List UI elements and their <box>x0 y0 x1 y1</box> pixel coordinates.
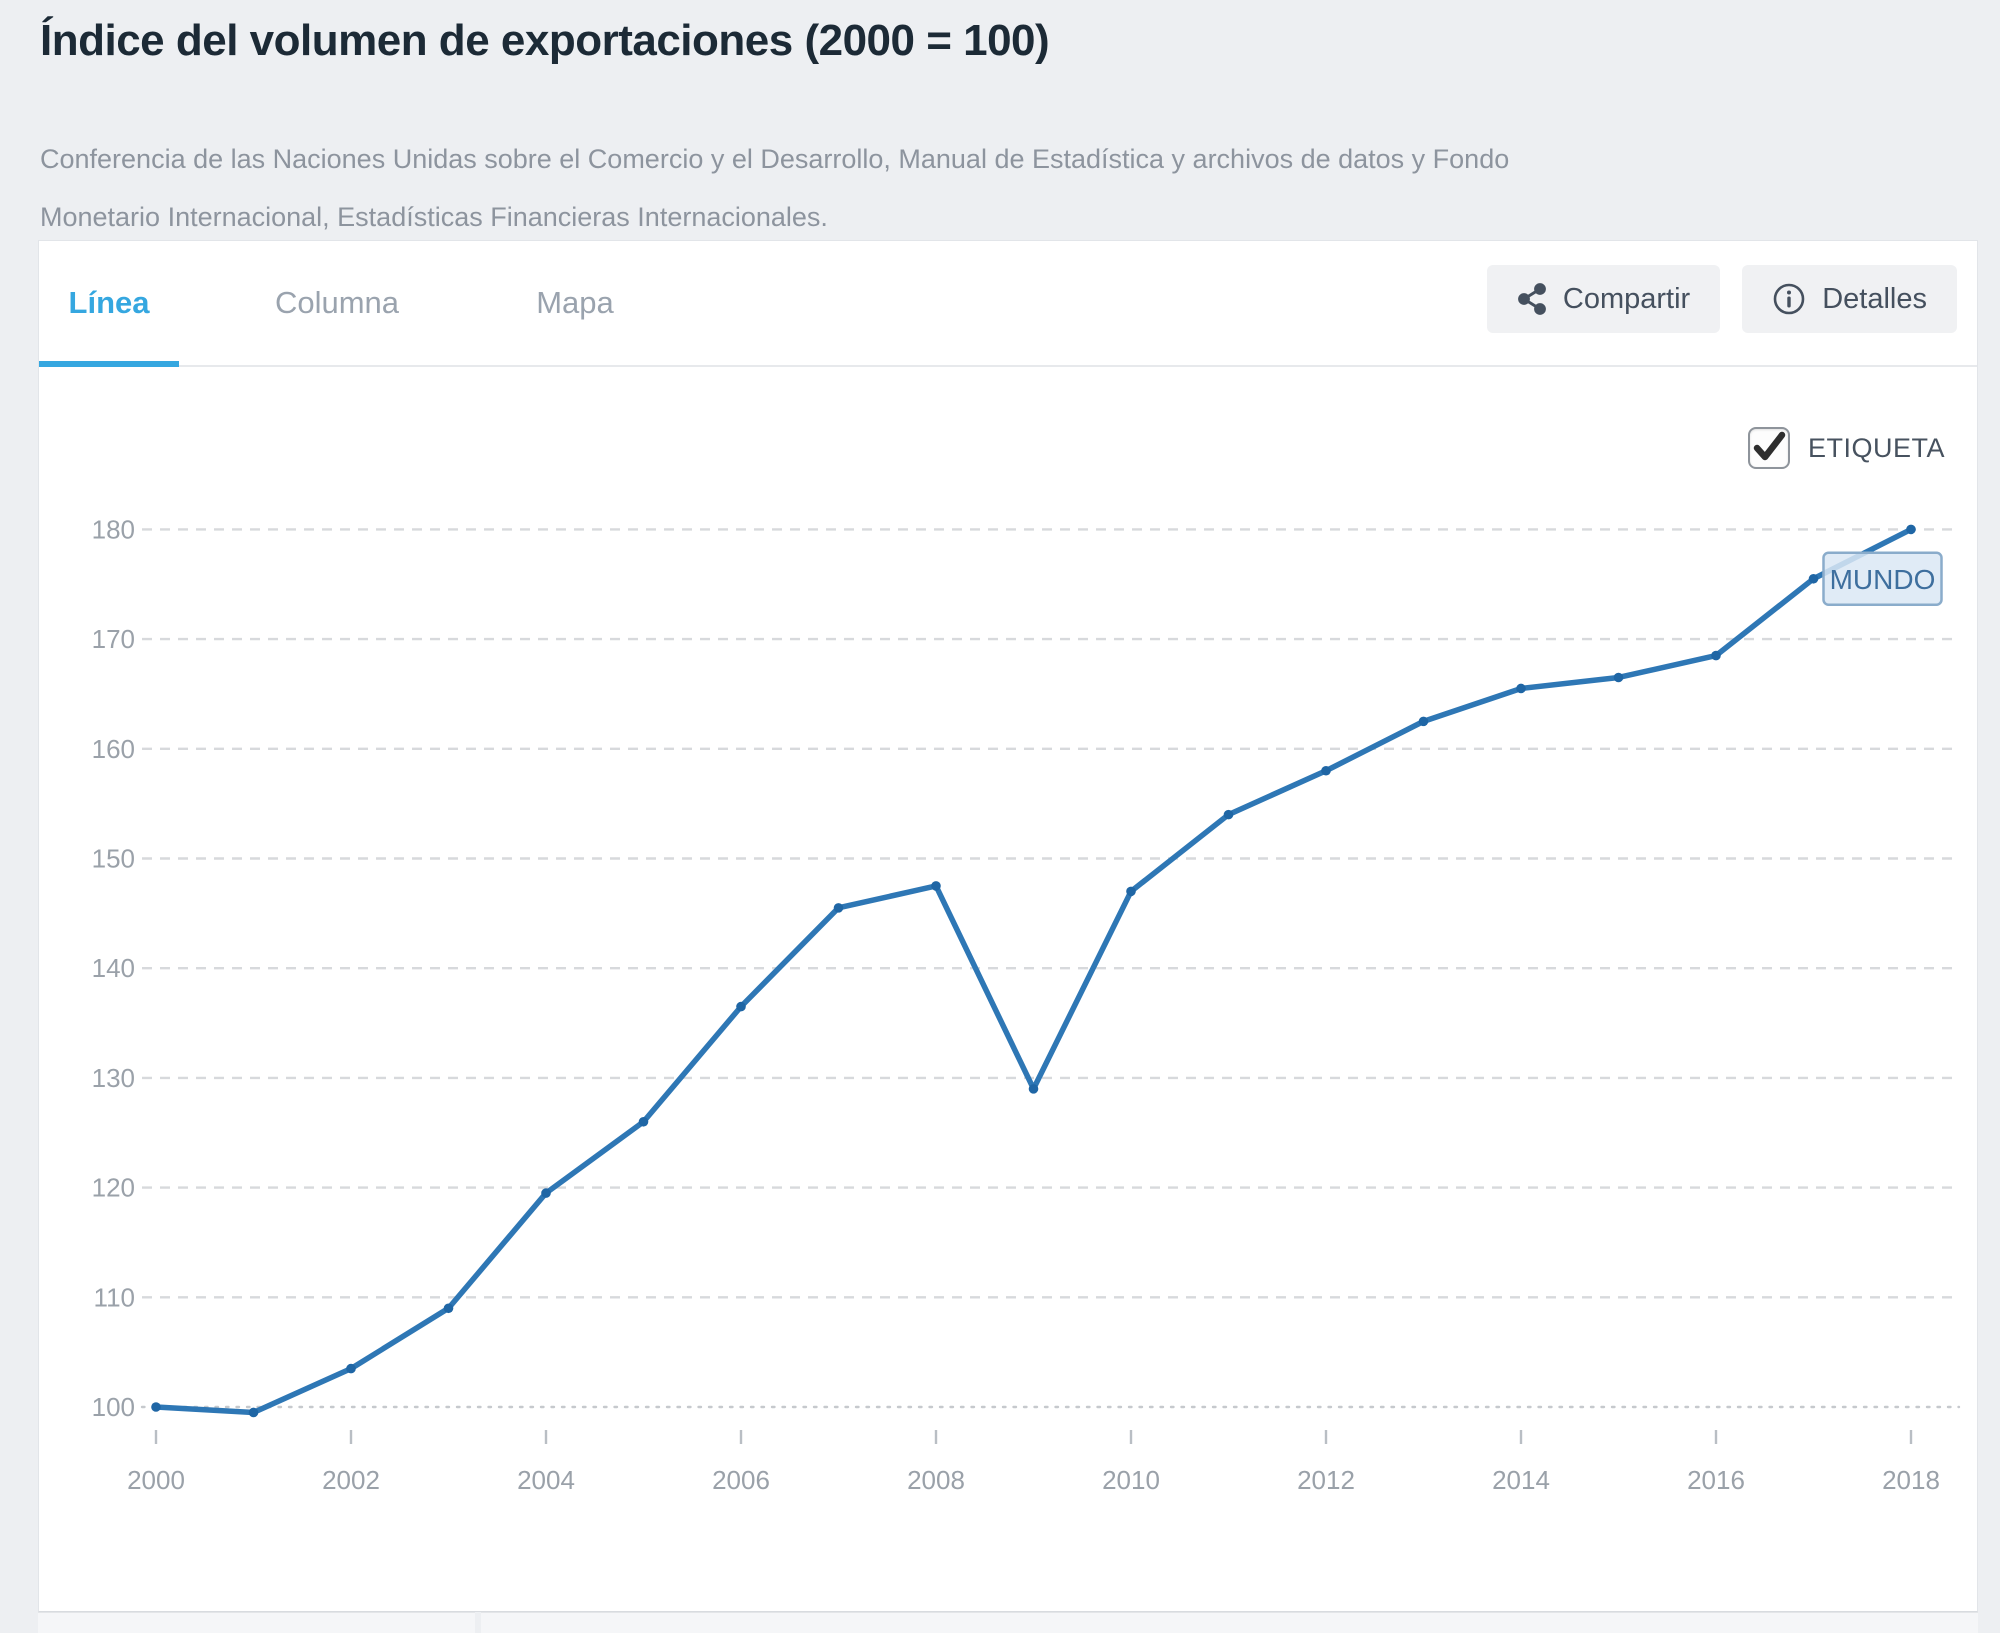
page-title: Índice del volumen de exportaciones (200… <box>40 16 1050 65</box>
next-section-cell <box>38 1612 475 1633</box>
chart-card: Línea Columna Mapa Com <box>38 240 1978 1612</box>
page-subtitle: Conferencia de las Naciones Unidas sobre… <box>40 144 1510 232</box>
series-line <box>153 526 1914 1416</box>
x-axis-label: 2010 <box>1102 1465 1160 1495</box>
tab-columna[interactable]: Columna <box>274 285 400 320</box>
x-axis-label: 2004 <box>517 1465 575 1495</box>
y-axis-label: 150 <box>92 844 135 874</box>
details-button[interactable]: Detalles <box>1742 265 1957 333</box>
y-axis-label: 100 <box>92 1392 135 1422</box>
toolbar-actions: Compartir Detalles <box>1486 265 1957 333</box>
svg-text:MUNDO: MUNDO <box>1830 564 1936 595</box>
chart-type-tabs: Línea Columna Mapa <box>39 241 655 367</box>
series-points <box>151 524 1916 1418</box>
x-axis-label: 2000 <box>127 1465 185 1495</box>
y-axis-label: 180 <box>92 514 135 544</box>
x-axis-label: 2006 <box>712 1465 770 1495</box>
y-axis-label: 140 <box>92 953 135 983</box>
label-toggle-text: ETIQUETA <box>1807 432 1945 463</box>
x-axis-label: 2016 <box>1687 1465 1745 1495</box>
x-axis-label: 2018 <box>1882 1465 1940 1495</box>
x-axis: 2000 2002 2004 2006 2008 2010 2012 2014 2016 2018 <box>127 1430 1940 1495</box>
next-section-peek <box>38 1612 1978 1633</box>
y-axis-label: 170 <box>92 624 135 654</box>
chart-toolbar: Línea Columna Mapa Com <box>39 241 1977 367</box>
y-gridlines: 100 110 120 130 140 150 160 170 180 <box>92 514 1961 1422</box>
y-axis-label: 110 <box>94 1282 135 1312</box>
info-circle-icon <box>1772 282 1806 316</box>
checkbox-checked-icon[interactable] <box>1747 427 1790 469</box>
series-label-mundo[interactable]: MUNDO <box>1822 551 1943 607</box>
x-axis-label: 2012 <box>1297 1465 1355 1495</box>
x-axis-label: 2002 <box>322 1465 380 1495</box>
x-axis-label: 2008 <box>907 1465 965 1495</box>
share-button[interactable]: Compartir <box>1486 265 1721 333</box>
x-axis-label: 2014 <box>1492 1465 1550 1495</box>
chart-area: ETIQUETA 100 110 120 130 140 150 160 170 180 2000… <box>39 367 1977 1611</box>
details-button-label: Detalles <box>1822 282 1927 315</box>
share-button-label: Compartir <box>1562 282 1691 315</box>
y-axis-label: 120 <box>92 1173 135 1203</box>
y-axis-label: 160 <box>92 734 135 764</box>
y-axis-label: 130 <box>92 1063 135 1093</box>
tab-mapa[interactable]: Mapa <box>536 285 614 320</box>
label-toggle[interactable]: ETIQUETA <box>1747 427 1945 469</box>
share-icon <box>1517 283 1547 315</box>
next-section-cell <box>481 1612 1978 1633</box>
tab-linea[interactable]: Línea <box>39 241 179 367</box>
